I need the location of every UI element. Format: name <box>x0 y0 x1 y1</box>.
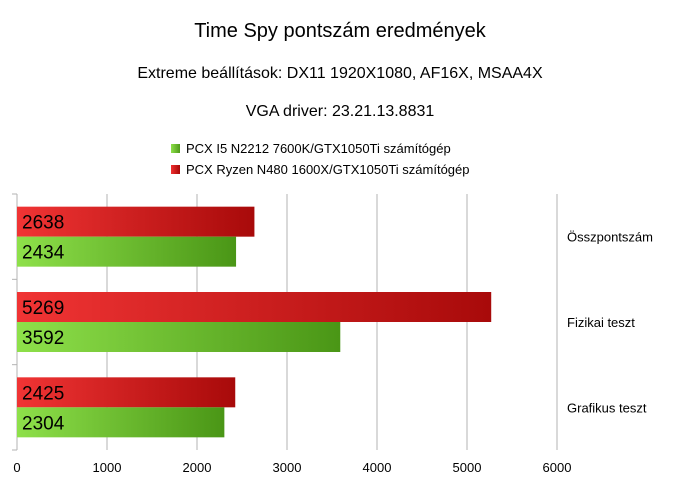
x-tick-label: 6000 <box>543 460 572 475</box>
x-tick-label: 3000 <box>273 460 302 475</box>
legend-item-ryzen: PCX Ryzen N480 1600X/GTX1050Ti számítógé… <box>171 162 470 177</box>
bar-i5 <box>17 322 341 352</box>
data-label: 5269 <box>22 298 64 319</box>
x-tick-label: 0 <box>13 460 20 475</box>
legend-swatch-ryzen <box>171 165 180 174</box>
category-label: Grafikus teszt <box>567 400 647 415</box>
data-label: 2434 <box>22 243 65 264</box>
data-label: 2425 <box>22 383 64 404</box>
chart-subtitle-settings: Extreme beállítások: DX11 1920X1080, AF1… <box>137 65 543 82</box>
bar-i5 <box>17 407 225 438</box>
legend-label-ryzen: PCX Ryzen N480 1600X/GTX1050Ti számítógé… <box>186 162 470 177</box>
data-label: 2304 <box>22 413 65 434</box>
bar-ryzen <box>17 377 236 408</box>
bar-ryzen <box>17 292 492 322</box>
data-label: 3592 <box>22 328 64 349</box>
legend-item-i5: PCX I5 N2212 7600K/GTX1050Ti számítógép <box>171 141 451 156</box>
x-tick-label: 1000 <box>93 460 122 475</box>
chart-title: Time Spy pontszám eredmények <box>194 20 486 42</box>
category-label: Összpontszám <box>567 230 653 245</box>
bar-i5 <box>17 236 237 267</box>
legend-label-i5: PCX I5 N2212 7600K/GTX1050Ti számítógép <box>186 141 451 156</box>
x-tick-label: 2000 <box>183 460 212 475</box>
data-label: 2638 <box>22 213 64 234</box>
category-label: Fizikai teszt <box>567 315 635 330</box>
bar-ryzen <box>17 206 255 237</box>
x-tick-label: 4000 <box>363 460 392 475</box>
x-tick-label: 5000 <box>453 460 482 475</box>
chart-subtitle-driver: VGA driver: 23.21.13.8831 <box>245 103 435 120</box>
legend-swatch-i5 <box>171 144 180 153</box>
